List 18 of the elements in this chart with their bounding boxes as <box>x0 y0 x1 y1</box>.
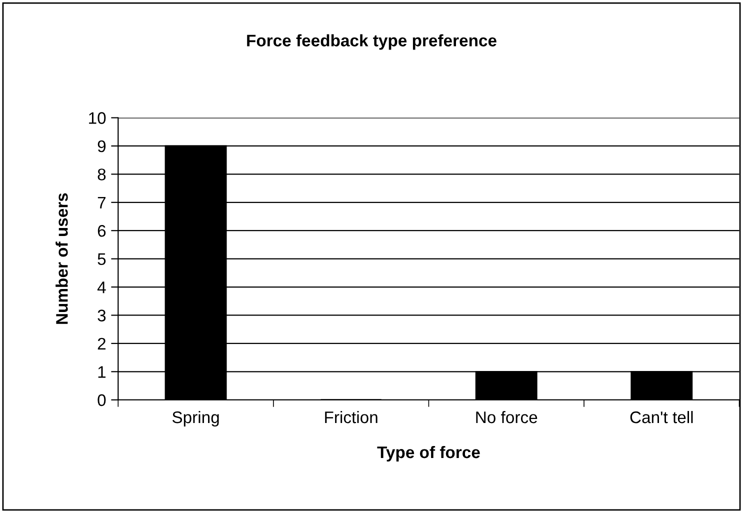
chart-title: Force feedback type preference <box>247 34 496 50</box>
y-tick-label: 7 <box>98 196 106 208</box>
y-tick-label: 8 <box>98 168 106 180</box>
y-tick-label: 6 <box>98 225 106 237</box>
x-tick-label: Spring <box>172 410 219 427</box>
y-tick-label: 10 <box>89 112 106 124</box>
y-tick-label: 5 <box>98 253 106 266</box>
y-tick-label: 0 <box>98 394 106 406</box>
x-tick-label: Friction <box>325 410 378 424</box>
y-tick-label: 4 <box>97 282 106 294</box>
y-tick-label: 1 <box>98 366 106 378</box>
y-tick-label: 3 <box>98 310 106 322</box>
x-axis-title: Type of force <box>377 446 480 462</box>
x-tick-label: Can't tell <box>630 410 693 424</box>
y-tick-label: 2 <box>98 338 106 350</box>
x-tick-label: No force <box>476 411 538 424</box>
y-tick-label: 9 <box>98 140 106 152</box>
y-axis-title: Number of users <box>56 193 68 324</box>
